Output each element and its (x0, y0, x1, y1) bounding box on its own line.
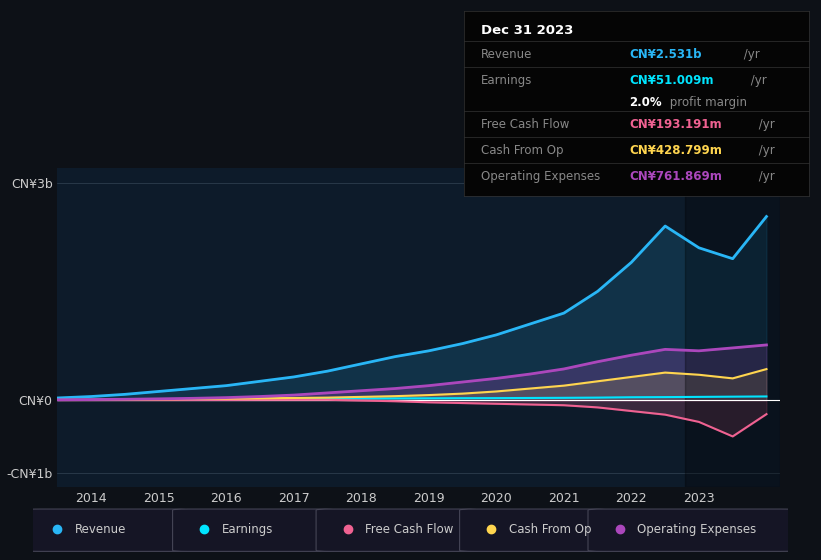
Text: profit margin: profit margin (666, 96, 746, 109)
Text: CN¥2.531b: CN¥2.531b (630, 48, 702, 61)
FancyBboxPatch shape (316, 509, 479, 552)
Text: Revenue: Revenue (481, 48, 533, 61)
Text: /yr: /yr (755, 118, 775, 132)
FancyBboxPatch shape (25, 509, 188, 552)
FancyBboxPatch shape (588, 509, 796, 552)
FancyBboxPatch shape (172, 509, 335, 552)
Text: CN¥761.869m: CN¥761.869m (630, 170, 722, 183)
Text: /yr: /yr (755, 170, 775, 183)
Text: Earnings: Earnings (222, 522, 273, 536)
Text: /yr: /yr (755, 144, 775, 157)
Text: Earnings: Earnings (481, 74, 533, 87)
Text: Operating Expenses: Operating Expenses (481, 170, 600, 183)
Text: Cash From Op: Cash From Op (509, 522, 591, 536)
Text: Operating Expenses: Operating Expenses (637, 522, 756, 536)
Text: Free Cash Flow: Free Cash Flow (481, 118, 570, 132)
Text: CN¥428.799m: CN¥428.799m (630, 144, 722, 157)
Text: /yr: /yr (746, 74, 766, 87)
Text: Revenue: Revenue (75, 522, 126, 536)
Text: Dec 31 2023: Dec 31 2023 (481, 24, 574, 37)
Text: Free Cash Flow: Free Cash Flow (365, 522, 453, 536)
Text: Cash From Op: Cash From Op (481, 144, 563, 157)
Text: 2.0%: 2.0% (630, 96, 662, 109)
Text: CN¥51.009m: CN¥51.009m (630, 74, 714, 87)
Bar (686, 168, 780, 487)
Text: /yr: /yr (740, 48, 759, 61)
Text: CN¥193.191m: CN¥193.191m (630, 118, 722, 132)
FancyBboxPatch shape (460, 509, 607, 552)
